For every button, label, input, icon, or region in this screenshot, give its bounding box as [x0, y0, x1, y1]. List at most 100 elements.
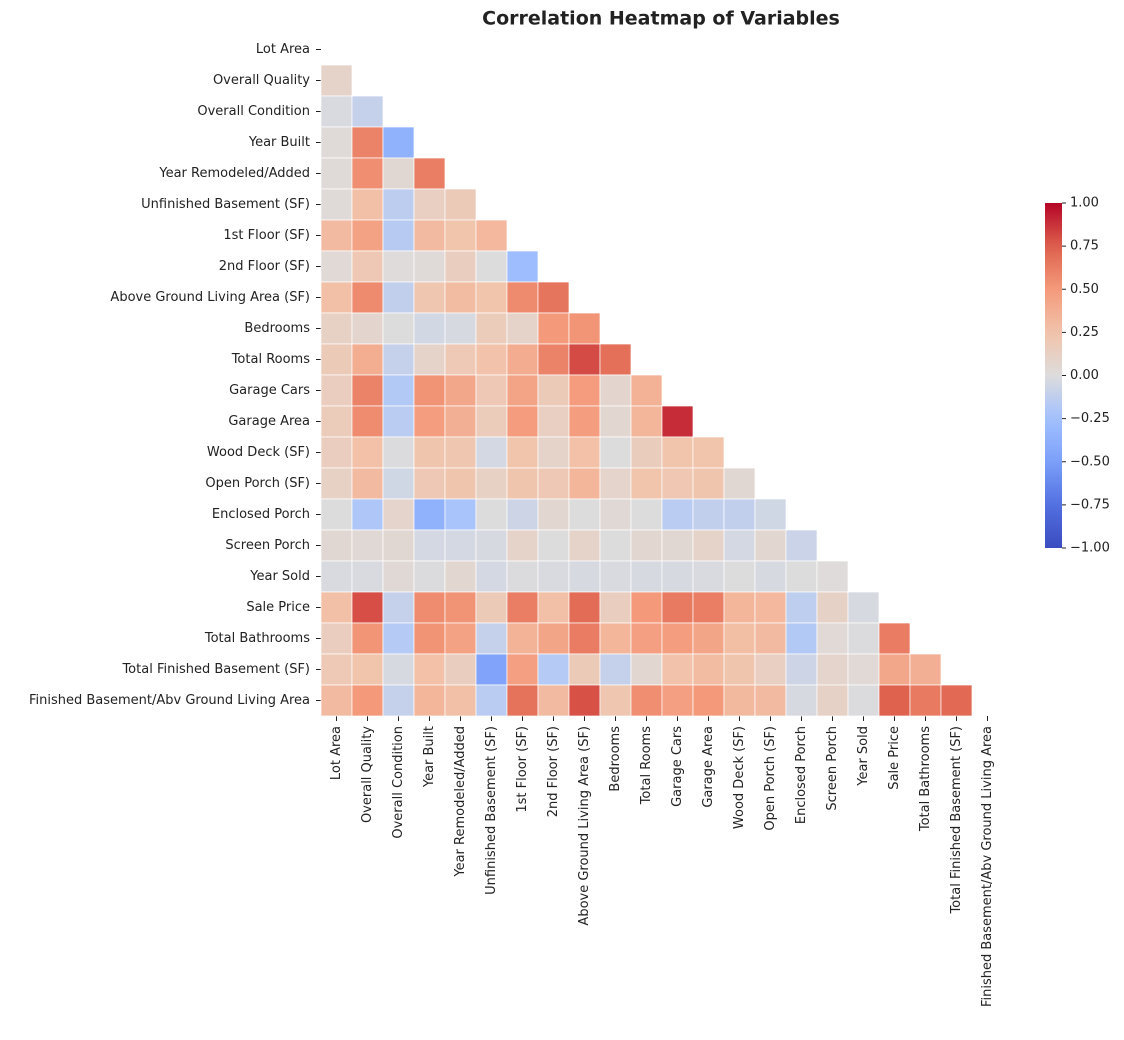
heatmap-cell	[568, 374, 601, 407]
x-tick-label: Year Sold	[856, 726, 871, 787]
heatmap-cell	[351, 374, 384, 407]
heatmap-cell	[878, 653, 911, 686]
heatmap-cell	[723, 622, 756, 655]
heatmap-cell	[475, 312, 508, 345]
heatmap-cell	[506, 374, 539, 407]
heatmap-cell	[382, 653, 415, 686]
heatmap-cell	[537, 560, 570, 593]
x-tick-label: Enclosed Porch	[794, 726, 809, 824]
colorbar-tick-label: −0.75	[1070, 497, 1110, 512]
heatmap-cell	[506, 684, 539, 717]
x-tick-label: Above Ground Living Area (SF)	[577, 726, 592, 926]
heatmap-cell	[599, 653, 632, 686]
heatmap-cell	[661, 653, 694, 686]
y-tick-label: Above Ground Living Area (SF)	[110, 290, 310, 305]
heatmap-cell	[444, 560, 477, 593]
colorbar-tick-label: 1.00	[1070, 196, 1099, 211]
chart-title: Correlation Heatmap of Variables	[482, 8, 840, 30]
y-tick-label: Total Bathrooms	[204, 631, 310, 646]
heatmap-cell	[382, 219, 415, 252]
heatmap-cell	[413, 343, 446, 376]
heatmap-cell	[661, 467, 694, 500]
heatmap-cell	[537, 312, 570, 345]
heatmap-cell	[475, 653, 508, 686]
heatmap-cell	[475, 529, 508, 562]
heatmap-cell	[382, 436, 415, 469]
heatmap-cell	[537, 374, 570, 407]
heatmap-cell	[661, 560, 694, 593]
heatmap-cell	[475, 622, 508, 655]
heatmap-cell	[475, 405, 508, 438]
heatmap-cell	[320, 95, 353, 128]
y-tick-label: Lot Area	[256, 42, 310, 57]
heatmap-cell	[444, 405, 477, 438]
heatmap-cell	[599, 622, 632, 655]
heatmap-cell	[630, 684, 663, 717]
heatmap-cell	[444, 250, 477, 283]
heatmap-cell	[692, 684, 725, 717]
heatmap-cell	[444, 281, 477, 314]
heatmap-cell	[568, 405, 601, 438]
heatmap-cell	[630, 405, 663, 438]
heatmap-cell	[475, 343, 508, 376]
heatmap-cell	[630, 498, 663, 531]
heatmap-cell	[506, 436, 539, 469]
heatmap-cell	[568, 684, 601, 717]
heatmap-cell	[599, 591, 632, 624]
heatmap-cell	[816, 591, 849, 624]
heatmap-cell	[599, 436, 632, 469]
heatmap-cell	[847, 653, 880, 686]
heatmap-cell	[506, 343, 539, 376]
heatmap-cell	[599, 560, 632, 593]
y-tick-label: Garage Cars	[229, 383, 310, 398]
heatmap-cell	[568, 622, 601, 655]
x-tick-label: Year Built	[422, 726, 437, 788]
y-tick-label: Overall Quality	[213, 73, 310, 88]
heatmap-cell	[537, 281, 570, 314]
heatmap-cell	[444, 467, 477, 500]
heatmap-cell	[847, 684, 880, 717]
heatmap-cell	[351, 405, 384, 438]
heatmap-cell	[444, 591, 477, 624]
y-tick-label: Overall Condition	[197, 104, 310, 119]
heatmap-cell	[630, 560, 663, 593]
x-tick-label: Total Rooms	[639, 726, 654, 806]
y-tick-label: Total Finished Basement (SF)	[121, 662, 310, 677]
heatmap-cell	[754, 622, 787, 655]
heatmap-cell	[413, 436, 446, 469]
heatmap-cell	[382, 250, 415, 283]
heatmap-cell	[754, 560, 787, 593]
heatmap-cell	[320, 312, 353, 345]
heatmap-cell	[475, 250, 508, 283]
heatmap-cell	[351, 188, 384, 221]
heatmap-cell	[568, 467, 601, 500]
heatmap-cell	[413, 467, 446, 500]
heatmap-cell	[723, 467, 756, 500]
y-tick-label: Year Built	[248, 135, 310, 150]
heatmap-cell	[475, 436, 508, 469]
heatmap-cell	[506, 312, 539, 345]
heatmap-cell	[754, 498, 787, 531]
heatmap-cell	[537, 467, 570, 500]
y-tick-label: Total Rooms	[231, 352, 311, 367]
heatmap-cell	[754, 684, 787, 717]
heatmap-cell	[351, 591, 384, 624]
heatmap-cell	[382, 157, 415, 190]
heatmap-cell	[599, 467, 632, 500]
heatmap-cell	[351, 157, 384, 190]
heatmap-cell	[599, 529, 632, 562]
heatmap-cell	[320, 374, 353, 407]
x-tick-label: Garage Area	[701, 726, 716, 808]
heatmap-cell	[320, 436, 353, 469]
heatmap-cell	[630, 436, 663, 469]
heatmap-cell	[630, 467, 663, 500]
heatmap-cell	[816, 653, 849, 686]
y-tick-label: 2nd Floor (SF)	[219, 259, 310, 274]
heatmap-cell	[537, 622, 570, 655]
heatmap-cell	[382, 343, 415, 376]
heatmap-cell	[382, 312, 415, 345]
heatmap-cell	[537, 684, 570, 717]
heatmap-cell	[351, 95, 384, 128]
y-tick-label: Bedrooms	[244, 321, 310, 336]
heatmap-cell	[692, 653, 725, 686]
